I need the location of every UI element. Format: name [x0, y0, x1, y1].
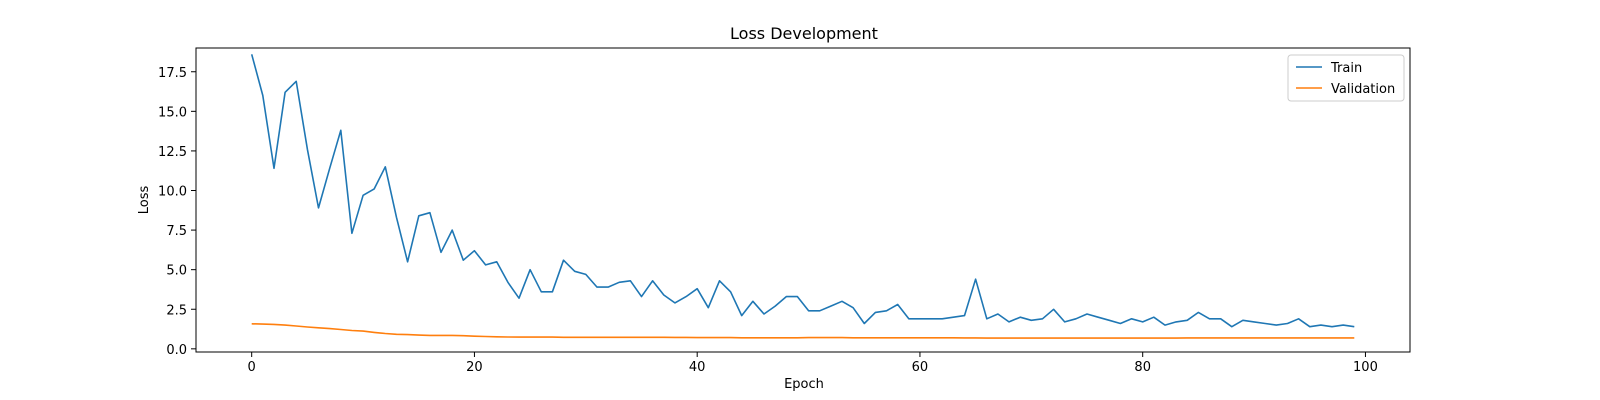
axes-frame	[195, 47, 1411, 353]
x-tick-label: 20	[466, 360, 483, 375]
x-tick-label: 0	[248, 360, 256, 375]
y-axis-label: Loss	[137, 186, 152, 215]
plot-area	[250, 54, 1355, 339]
x-axis-label: Epoch	[784, 377, 824, 392]
legend-label-train: Train	[1330, 61, 1362, 76]
x-tick-label: 80	[1134, 360, 1151, 375]
y-tick-label: 10.0	[158, 185, 187, 200]
x-tick-label: 40	[689, 360, 706, 375]
series-line-train	[250, 54, 1355, 328]
y-tick-label: 15.0	[158, 105, 187, 120]
y-tick-label: 5.0	[166, 264, 187, 279]
y-tick-label: 0.0	[166, 343, 187, 358]
chart-title: Loss Development	[730, 24, 878, 43]
legend-label-validation: Validation	[1331, 82, 1395, 97]
x-tick-label: 60	[912, 360, 929, 375]
y-tick-label: 12.5	[158, 145, 187, 160]
series-line-validation	[251, 323, 1355, 339]
legend: Train Validation	[1287, 54, 1405, 102]
x-tick-label: 100	[1353, 360, 1378, 375]
y-tick-label: 7.5	[166, 224, 187, 239]
axes: 0 20 40 60 80 100 0.0 2.5 5.0 7.5 10.0 12.5 15.0 17.5	[158, 47, 1411, 375]
y-tick-label: 2.5	[166, 303, 187, 318]
y-tick-label: 17.5	[158, 66, 187, 81]
